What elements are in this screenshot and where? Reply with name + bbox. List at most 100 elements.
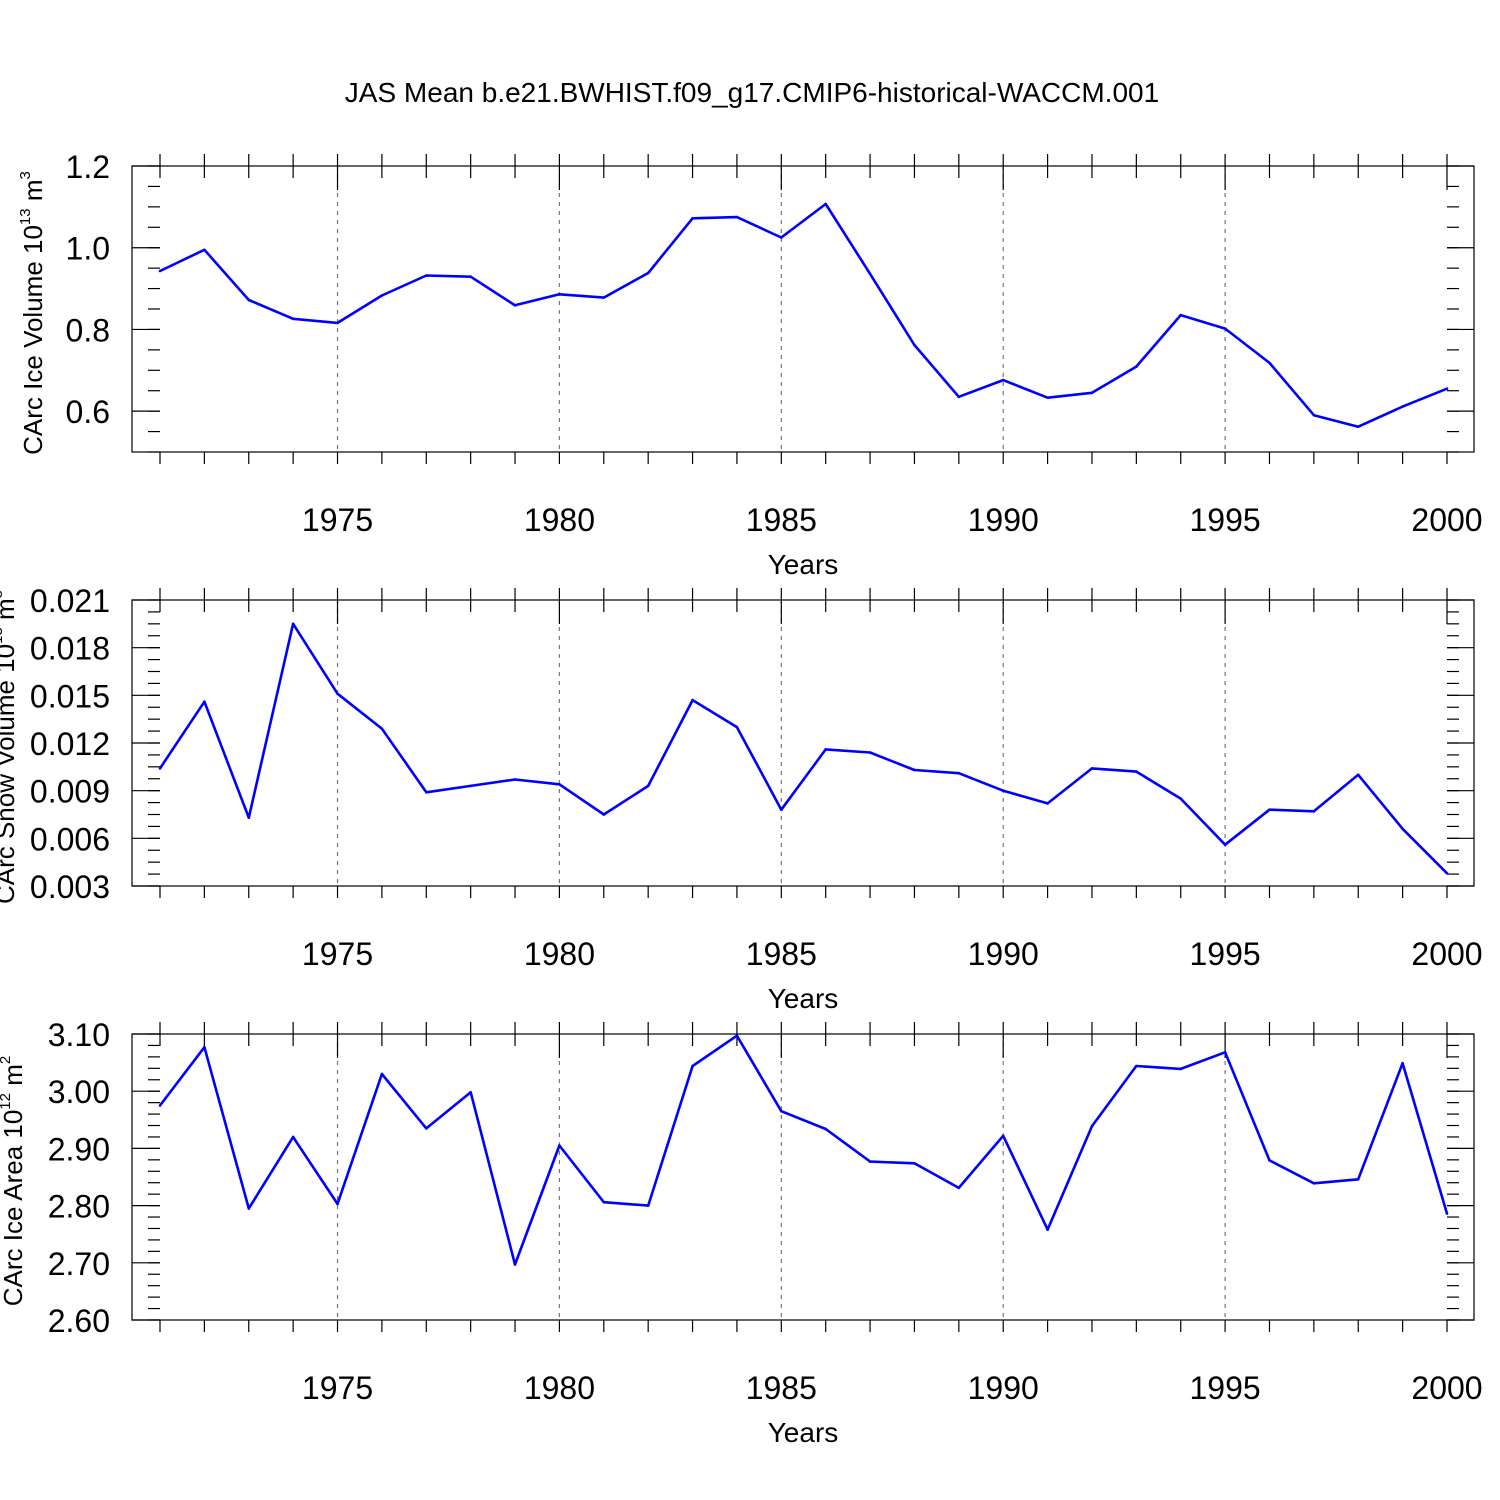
chart3-xtick-label: 1975 (302, 1370, 373, 1406)
chart2-point-1974 (291, 622, 295, 626)
chart2-point-1996 (1268, 808, 1271, 812)
chart2-point-1995 (1223, 843, 1227, 846)
chart3-point-1980 (558, 1144, 561, 1147)
chart2-x-axis-label: Years (768, 983, 839, 1014)
chart2-point-1994 (1179, 797, 1183, 800)
chart2-point-1981 (602, 813, 606, 816)
chart2-point-1971 (158, 767, 162, 770)
chart2-point-1991 (1046, 802, 1049, 805)
chart2-point-1993 (1135, 770, 1138, 773)
chart2-ytick-label: 0.003 (30, 869, 110, 905)
chart1-point-1976 (380, 294, 384, 297)
chart2-point-1999 (1401, 827, 1404, 831)
chart1-point-1991 (1046, 396, 1049, 399)
chart3-point-1999 (1401, 1061, 1404, 1065)
chart2-point-1977 (424, 790, 428, 794)
chart1-point-1995 (1223, 327, 1227, 330)
chart1-point-1989 (957, 395, 961, 399)
chart1-point-1983 (691, 216, 694, 220)
chart1-point-1979 (513, 304, 517, 307)
chart1-point-2000 (1445, 387, 1449, 390)
chart1-point-1987 (868, 272, 872, 276)
chart2-ytick-label: 0.006 (30, 821, 110, 857)
chart1-point-1975 (336, 321, 339, 325)
chart2-point-1976 (380, 727, 384, 730)
chart2-y-axis-label: CArc Snow Volume 1013 m3 (0, 590, 20, 904)
chart3-point-1982 (646, 1204, 650, 1207)
chart3-x-axis-label: Years (768, 1417, 839, 1448)
chart1-xtick-label: 1990 (968, 502, 1039, 538)
chart3-point-1979 (513, 1263, 517, 1266)
chart1-ytick-label: 0.8 (66, 312, 110, 348)
chart3-point-1990 (1001, 1134, 1005, 1138)
chart1-point-1988 (913, 343, 916, 347)
chart3-point-1975 (336, 1202, 339, 1206)
panel-ice-volume: 1975 1980 1985 1990 1995 2000 Years 0.6 0.8 1.0 1.… (17, 149, 1483, 580)
chart1-point-1986 (824, 202, 827, 206)
chart3-point-1997 (1312, 1181, 1316, 1185)
chart1-point-1982 (646, 271, 650, 275)
chart2-ytick-label: 0.012 (30, 726, 110, 762)
chart1-point-1990 (1001, 378, 1005, 382)
chart1-point-1996 (1268, 361, 1271, 365)
chart2-point-1988 (913, 768, 916, 772)
chart2-point-1973 (247, 816, 251, 819)
chart3-point-1995 (1223, 1051, 1227, 1054)
chart2-point-1997 (1312, 810, 1316, 813)
chart3-xtick-label: 1990 (968, 1370, 1039, 1406)
chart2-xtick-label: 1995 (1190, 936, 1261, 972)
chart1-point-1974 (291, 317, 295, 321)
chart3-point-1996 (1268, 1159, 1271, 1162)
chart1-point-1971 (158, 269, 162, 273)
chart3-point-1972 (203, 1045, 206, 1049)
chart3-point-1978 (469, 1091, 472, 1094)
chart1-xtick-label: 1980 (524, 502, 595, 538)
chart3-point-1973 (247, 1207, 251, 1210)
panel-snow-volume: 1975 1980 1985 1990 1995 2000 Years 0.003 0.006 0… (0, 583, 1483, 1014)
chart2-point-1985 (780, 808, 783, 812)
chart3-point-1998 (1356, 1177, 1360, 1181)
chart2-point-1984 (735, 725, 739, 729)
chart1-x-axis-label: Years (768, 549, 839, 580)
chart1-series-line (159, 202, 1448, 429)
chart3-point-1985 (780, 1109, 783, 1113)
chart2-ytick-label: 0.021 (30, 583, 110, 619)
chart3-point-1986 (824, 1127, 827, 1131)
chart2-point-1978 (469, 784, 472, 788)
chart2-xtick-label: 2000 (1411, 936, 1482, 972)
chart3-point-1989 (957, 1186, 961, 1190)
chart2-point-1972 (203, 700, 206, 703)
chart1-point-1977 (424, 274, 428, 277)
chart1-point-1978 (469, 275, 472, 279)
chart2-point-1989 (957, 771, 961, 775)
chart3-y-axis-label: CArc Ice Area 1012 m2 (0, 1056, 28, 1306)
chart3-xtick-label: 1995 (1190, 1370, 1261, 1406)
chart3-point-1977 (424, 1127, 428, 1130)
chart2-point-1980 (558, 783, 561, 786)
chart2-point-1979 (513, 778, 517, 781)
figure-title: JAS Mean b.e21.BWHIST.f09_g17.CMIP6-hist… (345, 77, 1159, 108)
chart2-point-1975 (336, 692, 339, 696)
chart1-y-axis-label: CArc Ice Volume 1013 m3 (17, 171, 48, 455)
chart1-plot-frame (131, 165, 1475, 453)
chart3-ytick-label: 2.60 (48, 1303, 110, 1339)
chart2-series-line (158, 622, 1448, 875)
chart2-point-1990 (1001, 789, 1005, 792)
chart3-ytick-label: 3.10 (48, 1017, 110, 1053)
chart3-point-1984 (735, 1034, 739, 1038)
chart2-ytick-label: 0.015 (30, 678, 110, 714)
chart3-ytick-label: 2.90 (48, 1131, 110, 1167)
chart1-point-1985 (780, 236, 783, 239)
chart1-xtick-label: 1975 (302, 502, 373, 538)
chart3-point-1976 (380, 1072, 384, 1076)
chart3-ytick-label: 3.00 (48, 1074, 110, 1110)
chart2-point-1986 (824, 748, 827, 751)
chart2-point-1992 (1090, 767, 1094, 770)
chart3-ytick-label: 2.80 (48, 1189, 110, 1225)
chart3-point-1992 (1090, 1124, 1094, 1128)
chart1-ytick-label: 1.2 (66, 149, 110, 185)
chart2-ytick-label: 0.009 (30, 774, 110, 810)
chart3-series-line (158, 1034, 1449, 1266)
chart1-point-1980 (558, 292, 561, 296)
